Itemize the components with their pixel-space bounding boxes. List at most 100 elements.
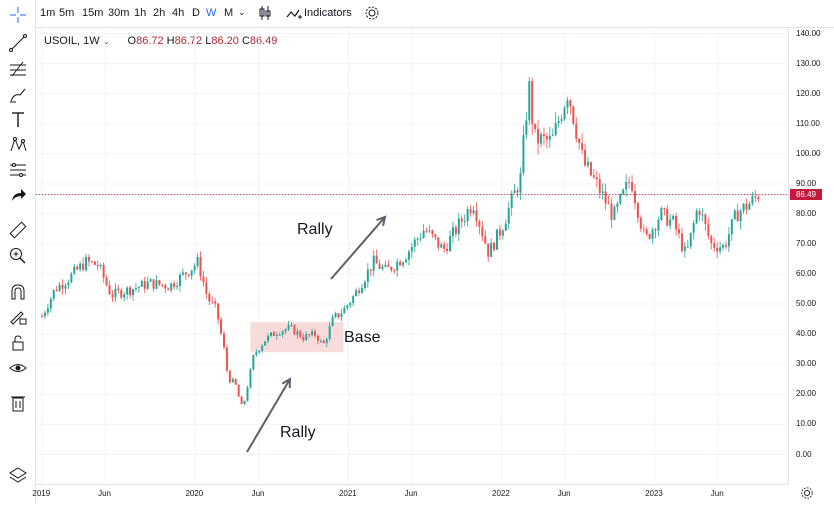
candle-body	[563, 107, 566, 120]
gear-icon[interactable]	[364, 5, 380, 26]
time-axis[interactable]	[36, 484, 788, 504]
candle-body	[287, 325, 290, 330]
candle-body	[422, 230, 425, 238]
layers-icon[interactable]	[8, 465, 28, 485]
symbol-name[interactable]: USOIL, 1W	[44, 35, 100, 47]
timeframe-W[interactable]: W	[206, 7, 217, 19]
low-value: 86.20	[211, 35, 239, 47]
fib-icon[interactable]	[8, 59, 28, 79]
candle-body	[619, 194, 622, 204]
undo-arrow-icon[interactable]	[8, 186, 28, 206]
timeframe-1m[interactable]: 1m	[40, 7, 56, 19]
candle-body	[225, 347, 228, 371]
candle-body	[595, 177, 598, 180]
candle-body	[478, 221, 481, 227]
candle-body	[360, 287, 363, 293]
price-chart[interactable]	[36, 28, 788, 484]
candle-body	[129, 287, 132, 296]
candle-body	[683, 246, 686, 251]
price-tick-label: 80.00	[796, 208, 817, 218]
candle-body	[387, 264, 390, 268]
price-axis[interactable]	[788, 28, 834, 484]
candle-body	[496, 229, 498, 250]
candle-body	[642, 228, 645, 230]
timeframe-30m[interactable]: 30m	[108, 7, 130, 19]
candle-body	[155, 280, 158, 289]
candle-body	[513, 190, 516, 194]
candle-body	[278, 334, 281, 336]
candle-body	[666, 208, 669, 226]
candle-body	[481, 226, 484, 237]
candle-body	[557, 120, 560, 124]
timeframe-D[interactable]: D	[192, 7, 200, 19]
magnet-icon[interactable]	[8, 282, 28, 302]
candle-body	[258, 350, 261, 353]
time-tick-label: 2023	[645, 489, 663, 498]
trend-line-icon[interactable]	[8, 33, 28, 53]
timeframe-15m[interactable]: 15m	[82, 7, 104, 19]
price-tick-label: 100.00	[796, 148, 821, 158]
timeframe-M[interactable]: M	[224, 7, 234, 19]
candle-body	[58, 284, 61, 291]
gear-icon[interactable]	[800, 486, 814, 505]
candle-body	[114, 288, 117, 298]
trash-icon[interactable]	[8, 393, 28, 413]
lock-draw-icon[interactable]	[8, 307, 28, 327]
pattern-icon[interactable]	[8, 135, 28, 155]
candle-body	[161, 284, 164, 286]
candle-body	[399, 261, 402, 266]
candle-body	[716, 247, 719, 252]
candle-body	[710, 236, 713, 244]
candle-body	[719, 247, 722, 252]
candle-body	[299, 331, 302, 338]
timeframe-4h[interactable]: 4h	[172, 7, 185, 19]
candle-body	[123, 294, 126, 298]
forecast-icon[interactable]	[8, 160, 28, 180]
candlestick-icon[interactable]	[258, 5, 272, 26]
candle-body	[369, 269, 372, 271]
candle-body	[234, 378, 237, 385]
candle-body	[358, 290, 361, 293]
indicators-button[interactable]: Indicators	[304, 7, 352, 19]
price-tick-label: 140.00	[796, 28, 821, 38]
text-icon[interactable]	[8, 110, 28, 130]
candle-body	[331, 316, 334, 326]
time-tick-label: Jun	[251, 489, 265, 498]
candle-body	[146, 281, 149, 289]
rally-label-bottom: Rally	[280, 424, 316, 441]
candle-body	[343, 307, 346, 314]
crosshair-icon[interactable]	[8, 5, 28, 25]
candle-body	[466, 209, 469, 221]
candle-body	[560, 119, 563, 121]
ruler-icon[interactable]	[8, 220, 28, 240]
candle-body	[428, 230, 431, 232]
candle-body	[534, 123, 537, 129]
candle-body	[302, 337, 305, 341]
candle-body	[281, 331, 284, 335]
candle-body	[170, 283, 173, 291]
candle-body	[460, 218, 463, 222]
zoom-icon[interactable]	[8, 246, 28, 266]
candle-body	[413, 239, 416, 247]
candle-body	[334, 313, 337, 317]
chevron-down-icon[interactable]: ⌄	[238, 7, 246, 17]
high-label: H	[166, 35, 175, 47]
candle-body	[572, 106, 575, 124]
timeframe-1h[interactable]: 1h	[134, 7, 147, 19]
chevron-down-icon[interactable]: ⌄	[102, 37, 110, 46]
timeframe-2h[interactable]: 2h	[153, 7, 166, 19]
timeframe-5m[interactable]: 5m	[59, 7, 75, 19]
lock-icon[interactable]	[8, 333, 28, 353]
candle-body	[425, 230, 428, 232]
candle-body	[443, 244, 446, 249]
indicators-icon[interactable]	[286, 7, 302, 25]
brush-icon[interactable]	[8, 85, 28, 105]
candle-body	[43, 312, 46, 317]
time-tick-label: Jun	[98, 489, 112, 498]
time-tick-label: Jun	[710, 489, 724, 498]
eye-icon[interactable]	[8, 358, 28, 378]
candle-body	[631, 182, 634, 192]
candle-body	[733, 210, 736, 220]
candle-body	[173, 283, 176, 288]
candle-body	[337, 313, 340, 317]
